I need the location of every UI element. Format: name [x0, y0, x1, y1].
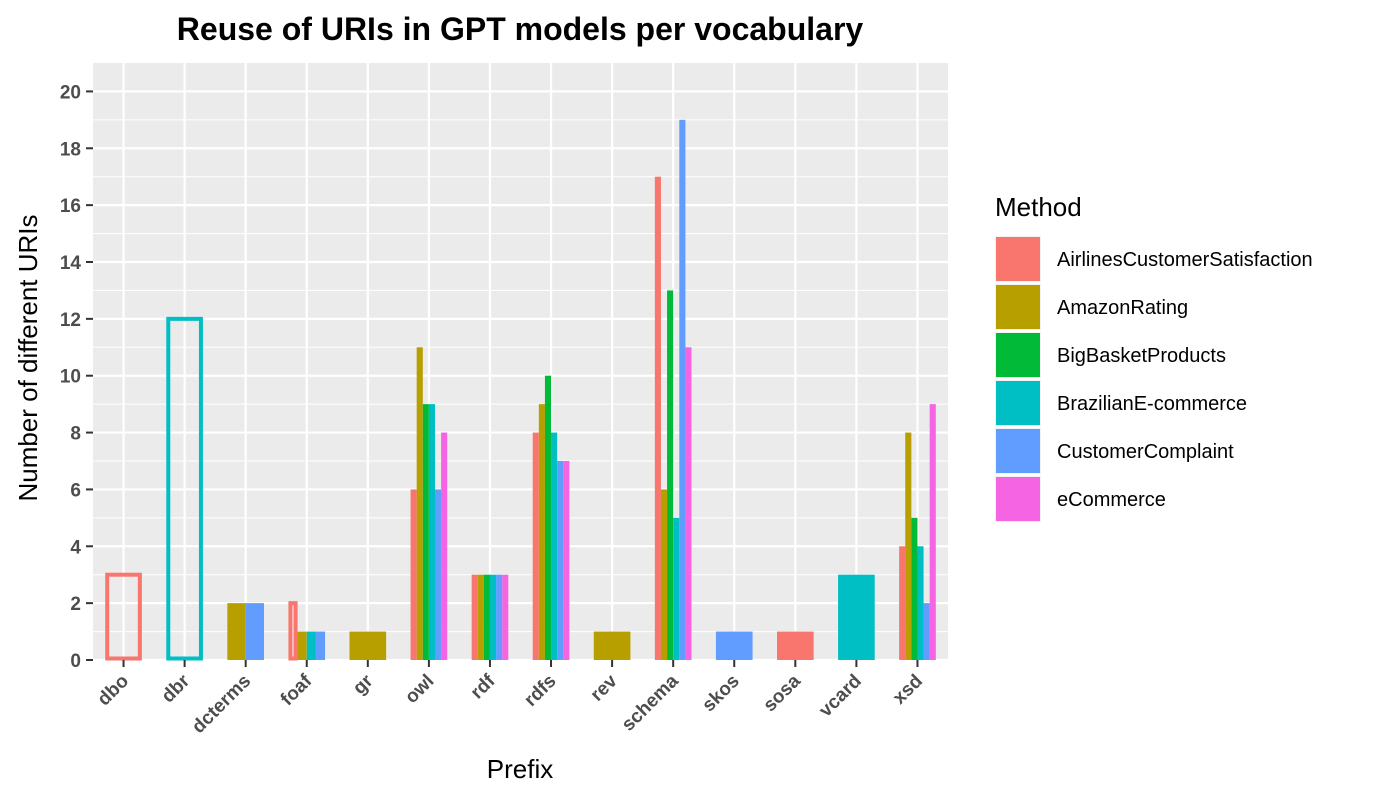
bar-schema-AirlinesCustomerSatisfaction: [654, 176, 661, 660]
bar-rev-AmazonRating: [593, 631, 631, 660]
bar-skos-CustomerComplaint: [715, 631, 753, 660]
bar-owl-CustomerComplaint: [435, 489, 442, 660]
x-tick-label-xsd: xsd: [889, 671, 927, 709]
y-tick-label: 0: [70, 651, 81, 672]
x-tick-label-owl: owl: [401, 671, 438, 708]
bar-xsd-CustomerComplaint: [923, 603, 930, 660]
x-tick-label-rev: rev: [587, 670, 622, 705]
bar-xsd-AirlinesCustomerSatisfaction: [899, 546, 906, 660]
legend: Method AirlinesCustomerSatisfaction Amazo…: [995, 192, 1313, 522]
bar-foaf-AmazonRating: [297, 631, 307, 660]
bar-foaf-BrazilianE-commerce: [306, 631, 316, 660]
bar-rdf-CustomerComplaint: [496, 574, 503, 660]
y-tick-label: 18: [60, 139, 81, 160]
bar-sosa-AirlinesCustomerSatisfaction: [777, 631, 814, 660]
y-tick-label: 2: [70, 594, 81, 615]
bar-dbr-BrazilianE-commerce: [166, 316, 203, 661]
legend-swatch-eCommerce: [996, 477, 1040, 521]
x-tick-label-skos: skos: [698, 671, 743, 716]
x-tick-label-rdfs: rdfs: [520, 671, 560, 711]
x-tick-label-gr: gr: [349, 670, 378, 699]
bar-rdfs-BrazilianE-commerce: [551, 432, 558, 660]
bar-dcterms-CustomerComplaint: [245, 603, 264, 660]
bar-rdf-eCommerce: [502, 574, 509, 660]
bar-dcterms-AmazonRating: [227, 603, 246, 660]
y-tick-label: 12: [60, 310, 81, 331]
y-tick-label: 8: [70, 424, 81, 445]
bar-owl-BigBasketProducts: [422, 404, 429, 660]
x-tick-label-vcard: vcard: [815, 671, 866, 722]
legend-label-AirlinesCustomerSatisfaction: AirlinesCustomerSatisfaction: [1057, 249, 1313, 271]
y-tick-label: 20: [60, 82, 81, 103]
bar-owl-AmazonRating: [416, 347, 423, 660]
legend-label-eCommerce: eCommerce: [1057, 489, 1166, 511]
legend-swatch-AirlinesCustomerSatisfaction: [996, 237, 1040, 281]
bar-owl-AirlinesCustomerSatisfaction: [410, 489, 417, 660]
bar-foaf-AirlinesCustomerSatisfaction: [288, 601, 298, 661]
bar-xsd-eCommerce: [929, 404, 936, 660]
bar-gr-AmazonRating: [349, 631, 387, 660]
y-tick-label: 4: [70, 537, 81, 558]
y-tick-label: 10: [60, 367, 81, 388]
y-tick-label: 6: [70, 480, 81, 501]
bar-rdf-BigBasketProducts: [483, 574, 490, 660]
bar-rdfs-eCommerce: [563, 461, 570, 660]
bar-owl-BrazilianE-commerce: [428, 404, 435, 660]
x-tick-label-schema: schema: [618, 670, 683, 735]
legend-swatch-BigBasketProducts: [996, 333, 1040, 377]
bar-rdf-BrazilianE-commerce: [489, 574, 497, 660]
y-tick-label: 14: [60, 253, 82, 274]
bar-dbo-AirlinesCustomerSatisfaction: [105, 572, 142, 661]
legend-swatch-CustomerComplaint: [996, 429, 1040, 473]
plot-panel: [93, 63, 948, 660]
bar-xsd-BigBasketProducts: [911, 517, 918, 660]
bar-schema-AmazonRating: [660, 489, 668, 660]
bar-rdfs-BigBasketProducts: [544, 375, 552, 660]
bar-rdfs-CustomerComplaint: [557, 461, 564, 660]
legend-swatch-BrazilianE-commerce: [996, 381, 1040, 425]
legend-label-BrazilianE-commerce: BrazilianE-commerce: [1057, 393, 1247, 415]
x-tick-label-dbr: dbr: [158, 670, 195, 707]
x-tick-label-sosa: sosa: [759, 670, 805, 716]
bar-rdf-AmazonRating: [477, 574, 484, 660]
bar-foaf-CustomerComplaint: [315, 631, 326, 660]
bar-schema-BrazilianE-commerce: [673, 517, 680, 660]
chart-title: Reuse of URIs in GPT models per vocabula…: [177, 11, 864, 47]
legend-label-AmazonRating: AmazonRating: [1057, 297, 1188, 319]
x-tick-label-rdf: rdf: [467, 670, 500, 703]
legend-title: Method: [995, 192, 1082, 222]
bar-vcard-BrazilianE-commerce: [838, 574, 875, 660]
y-tick-label: 16: [60, 196, 81, 217]
bar-rdfs-AirlinesCustomerSatisfaction: [532, 432, 539, 660]
bars: [105, 119, 936, 661]
y-axis: 0 2 4 6 8 10 12 14 16 18 20: [60, 82, 93, 672]
bar-schema-CustomerComplaint: [679, 119, 686, 661]
x-tick-label-dcterms: dcterms: [188, 671, 255, 738]
bar-xsd-BrazilianE-commerce: [917, 546, 924, 660]
bar-owl-eCommerce: [441, 432, 448, 660]
bar-xsd-AmazonRating: [905, 432, 912, 660]
bar-rdfs-AmazonRating: [538, 404, 545, 660]
x-tick-label-foaf: foaf: [277, 670, 317, 710]
legend-label-CustomerComplaint: CustomerComplaint: [1057, 441, 1234, 463]
x-axis-title: Prefix: [487, 754, 553, 784]
bar-schema-eCommerce: [685, 347, 692, 660]
bar-rdf-AirlinesCustomerSatisfaction: [471, 574, 478, 660]
y-axis-title: Number of different URIs: [13, 214, 43, 501]
x-tick-label-dbo: dbo: [94, 671, 133, 710]
legend-label-BigBasketProducts: BigBasketProducts: [1057, 345, 1226, 367]
bar-schema-BigBasketProducts: [667, 290, 674, 660]
legend-swatch-AmazonRating: [996, 285, 1040, 329]
